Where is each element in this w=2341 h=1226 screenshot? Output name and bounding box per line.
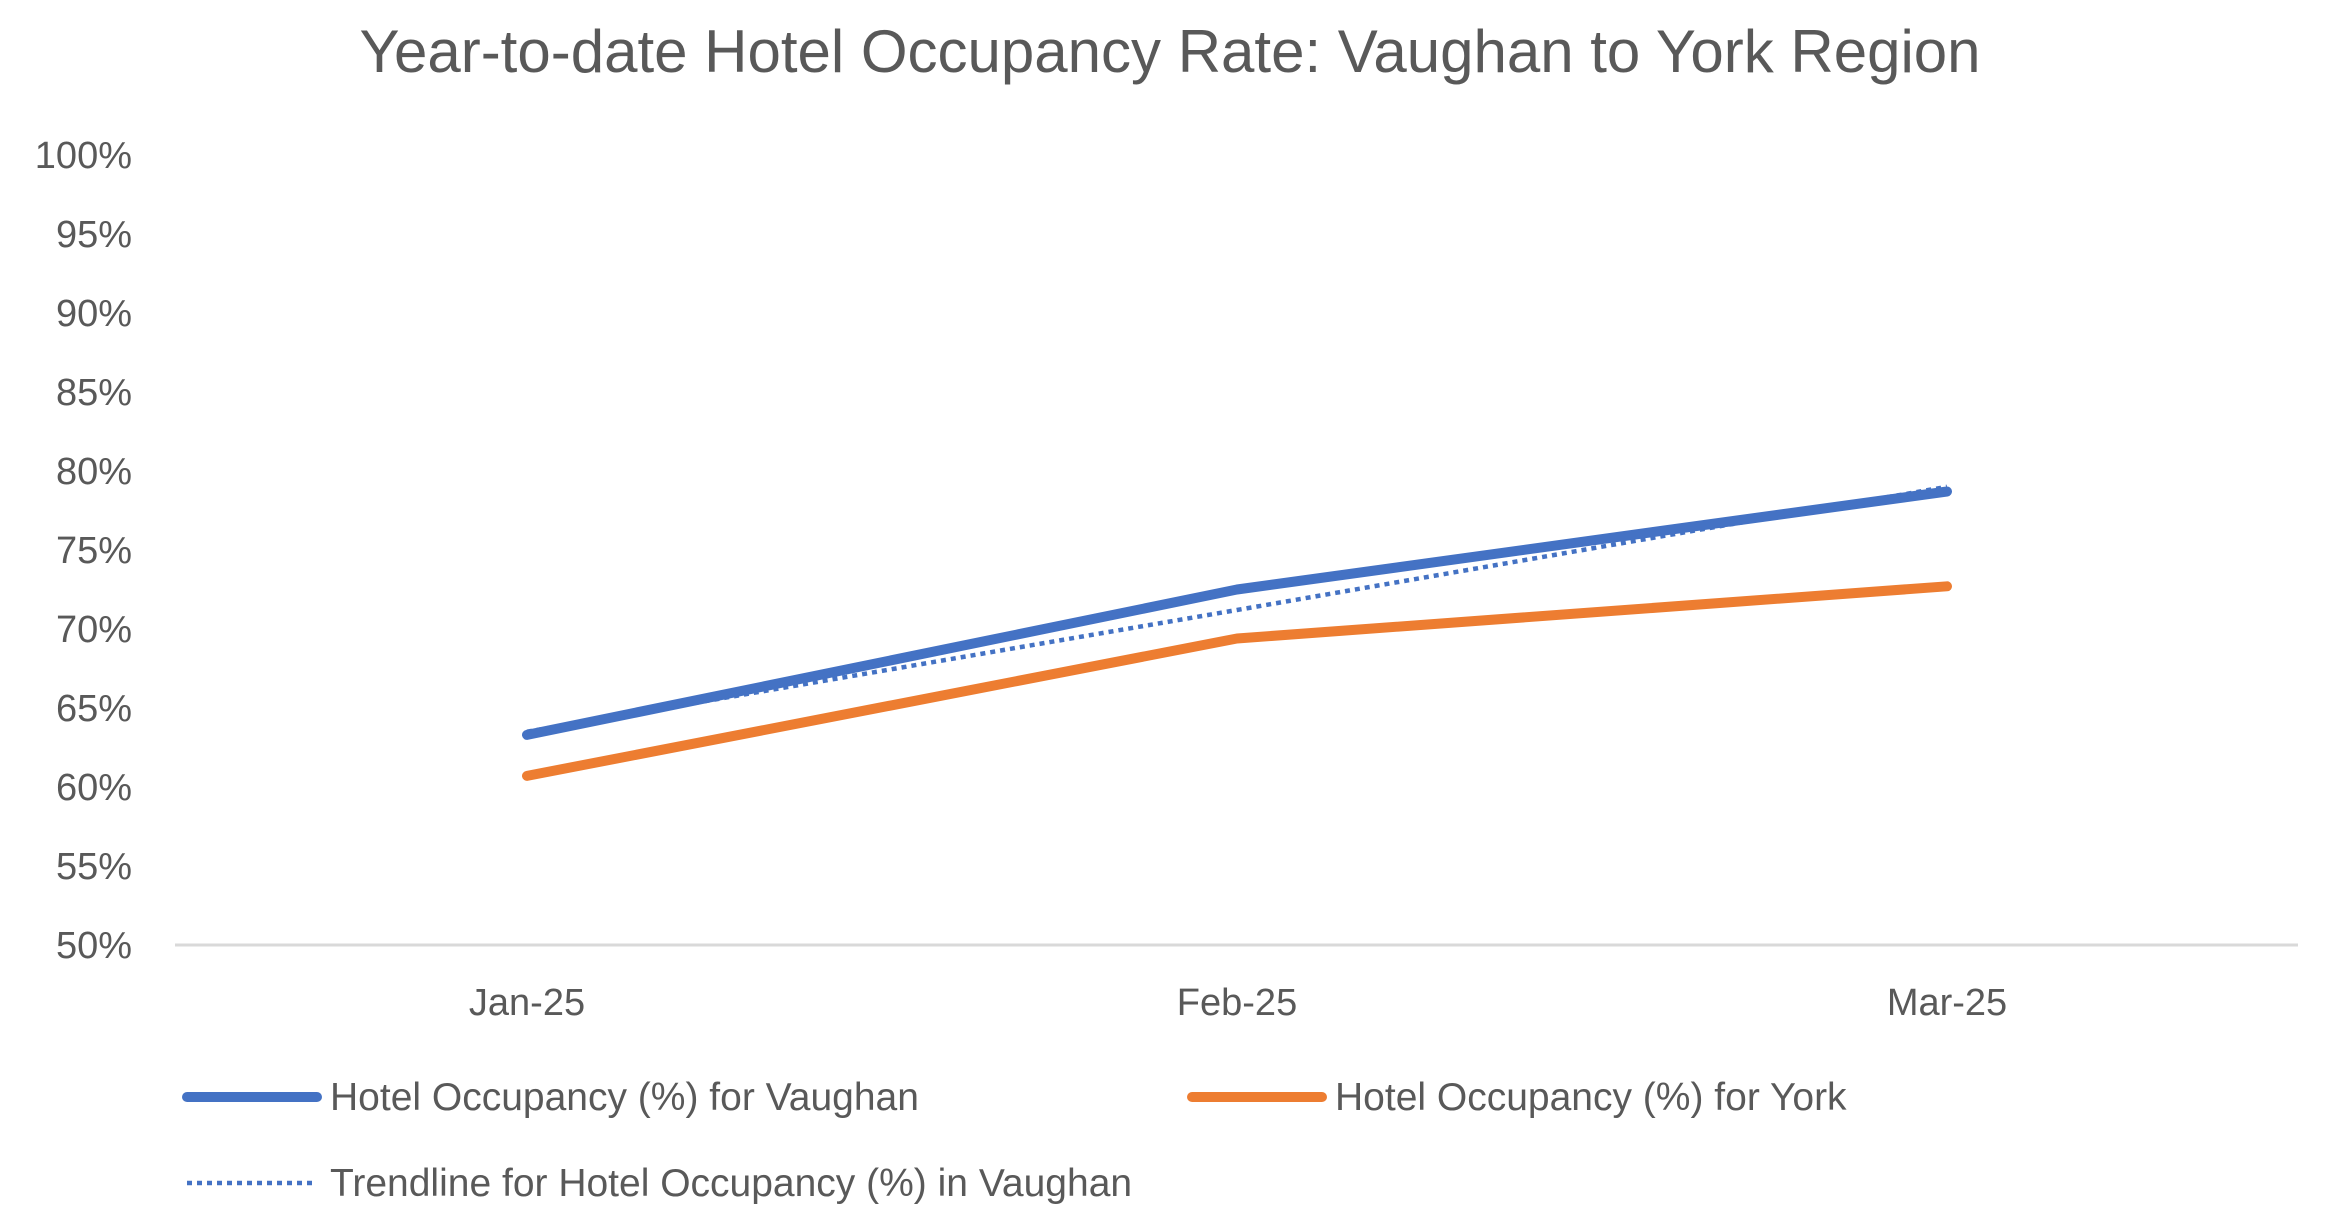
y-tick-label: 65% <box>56 688 132 730</box>
y-axis-tick-labels: 50% 55% 60% 65% 70% 75% 80% 85% 90% 95% 100% <box>35 135 132 967</box>
y-tick-label: 70% <box>56 609 132 651</box>
y-tick-label: 80% <box>56 451 132 493</box>
x-axis-tick-labels: Jan-25 Feb-25 Mar-25 <box>469 982 2007 1024</box>
x-tick-label: Feb-25 <box>1177 982 1297 1024</box>
legend: Hotel Occupancy (%) for Vaughan Hotel Occ… <box>182 1076 1847 1205</box>
y-tick-label: 95% <box>56 214 132 256</box>
series-line-0 <box>522 486 1952 740</box>
y-tick-label: 85% <box>56 372 132 414</box>
y-tick-label: 55% <box>56 846 132 888</box>
chart-title: Year-to-date Hotel Occupancy Rate: Vaugh… <box>359 18 1980 85</box>
series-lines <box>522 484 1952 781</box>
legend-label-2: Trendline for Hotel Occupancy (%) in Vau… <box>330 1162 1132 1205</box>
legend-label-1: Hotel Occupancy (%) for York <box>1335 1076 1847 1119</box>
x-tick-label: Mar-25 <box>1887 982 2007 1024</box>
y-tick-label: 75% <box>56 530 132 572</box>
x-tick-label: Jan-25 <box>469 982 585 1024</box>
legend-label-0: Hotel Occupancy (%) for Vaughan <box>330 1076 919 1119</box>
y-tick-label: 50% <box>56 925 132 967</box>
series-line-2 <box>526 484 1948 734</box>
series-line-1 <box>522 581 1952 781</box>
y-tick-label: 60% <box>56 767 132 809</box>
y-tick-label: 90% <box>56 293 132 335</box>
y-tick-label: 100% <box>35 135 132 177</box>
